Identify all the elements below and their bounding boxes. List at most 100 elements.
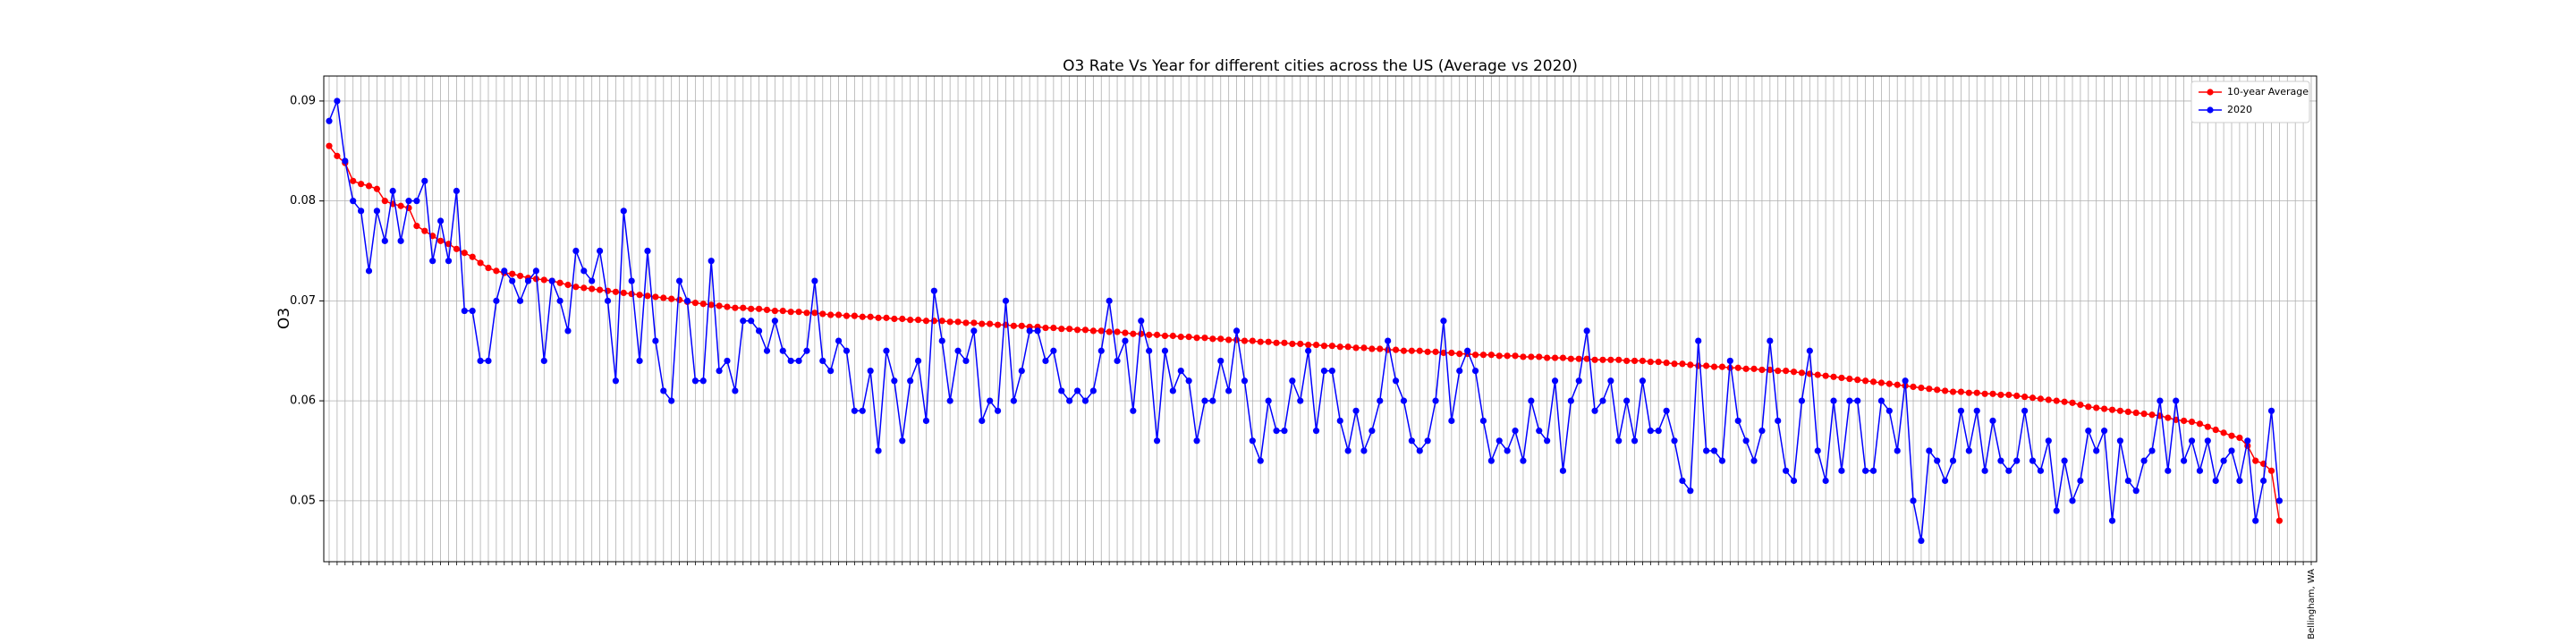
data-point xyxy=(787,357,794,365)
data-point xyxy=(763,347,771,354)
data-point xyxy=(357,208,365,215)
data-point xyxy=(1073,326,1081,334)
data-point xyxy=(675,277,683,284)
data-point xyxy=(326,142,333,149)
data-point xyxy=(1496,352,1503,360)
data-point xyxy=(580,284,588,292)
data-point xyxy=(2053,397,2060,404)
data-point xyxy=(1551,377,1559,385)
data-point xyxy=(429,233,436,240)
data-point xyxy=(1305,341,1312,349)
data-point xyxy=(1599,356,1606,363)
data-point xyxy=(1989,417,1996,425)
data-point xyxy=(580,267,588,275)
data-point xyxy=(1153,331,1161,338)
data-point xyxy=(1352,407,1360,414)
data-point xyxy=(1607,377,1614,385)
data-point xyxy=(1631,437,1639,445)
data-point xyxy=(596,247,604,255)
data-point xyxy=(1392,346,1400,353)
series-line xyxy=(328,145,2281,521)
data-point xyxy=(636,357,643,365)
data-point xyxy=(2196,467,2204,474)
data-point xyxy=(620,208,627,215)
data-point xyxy=(1360,344,1368,352)
data-point xyxy=(1615,437,1623,445)
data-point xyxy=(2132,409,2140,417)
data-point xyxy=(1392,377,1400,385)
data-point xyxy=(1297,397,1304,404)
data-point xyxy=(930,287,937,294)
data-point xyxy=(1177,334,1184,341)
data-point xyxy=(1790,477,1798,485)
data-point xyxy=(461,307,468,315)
data-point xyxy=(1615,356,1623,363)
data-point xyxy=(1448,349,1455,357)
data-point xyxy=(1153,437,1161,445)
data-point xyxy=(413,222,420,230)
data-point xyxy=(1456,367,1463,375)
data-point xyxy=(2275,497,2284,504)
data-point xyxy=(1034,327,1041,335)
data-point xyxy=(1169,332,1176,340)
data-point xyxy=(1631,357,1639,365)
data-point xyxy=(1440,318,1447,325)
data-point xyxy=(732,387,739,394)
data-point xyxy=(1814,447,1821,454)
data-point xyxy=(2061,457,2068,464)
data-point xyxy=(1758,428,1766,435)
data-point xyxy=(1225,387,1233,394)
data-point xyxy=(628,277,635,284)
data-point xyxy=(350,177,357,184)
data-point xyxy=(1869,378,1877,386)
data-point xyxy=(922,417,930,425)
data-point xyxy=(779,307,786,315)
data-point xyxy=(668,295,675,302)
data-point xyxy=(1520,353,1527,360)
legend-marker xyxy=(2207,89,2214,96)
data-point xyxy=(1814,371,1821,378)
data-point xyxy=(922,318,930,325)
data-point xyxy=(1957,407,1965,414)
data-point xyxy=(564,281,572,289)
data-point xyxy=(516,272,524,280)
data-point xyxy=(1424,348,1431,355)
data-point xyxy=(883,314,890,321)
data-point xyxy=(1663,360,1670,367)
data-point xyxy=(1942,387,1949,394)
data-point xyxy=(2037,467,2045,474)
data-point xyxy=(954,347,962,354)
data-point xyxy=(357,181,365,188)
data-point xyxy=(1464,347,1471,354)
data-point xyxy=(1209,335,1216,343)
data-point xyxy=(1408,347,1415,354)
data-point xyxy=(827,311,835,318)
data-point xyxy=(1965,447,1972,454)
data-point xyxy=(1018,322,1025,329)
data-point xyxy=(1217,357,1224,365)
data-point xyxy=(2077,401,2084,409)
data-point xyxy=(1122,329,1129,336)
data-point xyxy=(1846,375,1853,383)
data-point xyxy=(1042,324,1049,332)
data-point xyxy=(1567,397,1574,404)
data-point xyxy=(946,397,953,404)
data-point xyxy=(811,277,818,284)
data-point xyxy=(1710,363,1718,370)
data-point xyxy=(2101,405,2108,412)
data-point xyxy=(1066,397,1073,404)
data-point xyxy=(2173,397,2180,404)
data-point xyxy=(914,357,922,365)
data-point xyxy=(548,277,555,284)
data-point xyxy=(2252,517,2259,524)
data-point xyxy=(867,367,874,375)
data-point xyxy=(2069,399,2076,406)
data-point xyxy=(1066,326,1073,333)
data-point xyxy=(1885,407,1893,414)
data-point xyxy=(1783,467,1790,474)
data-point xyxy=(1671,360,1678,368)
data-point xyxy=(1710,447,1718,454)
data-point xyxy=(564,327,572,335)
data-point xyxy=(962,357,970,365)
data-point xyxy=(970,327,978,335)
